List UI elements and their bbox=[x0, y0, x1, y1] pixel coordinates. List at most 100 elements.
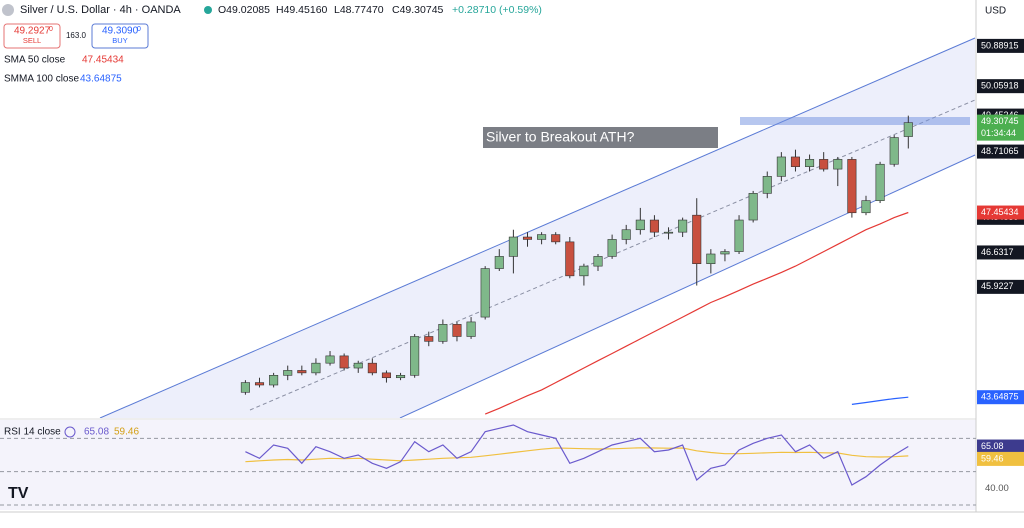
candle-body bbox=[748, 193, 758, 221]
rsi-pane bbox=[0, 420, 976, 510]
price-level-label: 50.88915 bbox=[981, 40, 1019, 50]
candle-body bbox=[790, 156, 800, 167]
candle-body bbox=[565, 241, 575, 277]
price-level-label: 48.71065 bbox=[981, 146, 1019, 156]
candle-body bbox=[551, 234, 561, 243]
status-dot bbox=[204, 6, 212, 14]
candle-body bbox=[311, 362, 321, 374]
rsi-ma-last-label: 59.46 bbox=[981, 453, 1004, 463]
legend-smma-value: 43.64875 bbox=[80, 74, 122, 85]
rsi-tick-label: 40.00 bbox=[985, 483, 1009, 494]
countdown: 01:34:44 bbox=[981, 128, 1016, 138]
candle-body bbox=[367, 362, 377, 374]
symbol: Silver / U.S. Dollar · 4h · OANDA bbox=[20, 4, 181, 16]
candle-body bbox=[579, 265, 589, 277]
buy-label: BUY bbox=[112, 36, 127, 45]
candle-body bbox=[776, 156, 786, 177]
spread: 163.0 bbox=[66, 31, 87, 40]
candle-body bbox=[452, 324, 462, 337]
price-level-label-box bbox=[977, 245, 1024, 260]
rsi-title: RSI 14 close bbox=[4, 427, 61, 438]
highlight-zone bbox=[740, 117, 970, 125]
candle-body bbox=[833, 159, 843, 170]
candle-body bbox=[494, 256, 504, 269]
logo: TV bbox=[8, 485, 29, 502]
ohlc-open: O49.02085 bbox=[218, 4, 270, 16]
grid bbox=[0, 437, 976, 506]
candle-body bbox=[649, 219, 659, 233]
price-level-label: 50.05918 bbox=[981, 81, 1019, 91]
candle-body bbox=[734, 219, 744, 252]
sell-label: SELL bbox=[23, 36, 41, 45]
candle-body bbox=[508, 236, 518, 257]
candle-body bbox=[607, 239, 617, 257]
indicator-line bbox=[851, 396, 909, 405]
rsi-icon bbox=[64, 426, 76, 438]
buy-button[interactable] bbox=[91, 23, 149, 49]
candle-body bbox=[903, 122, 913, 137]
candle-body bbox=[254, 382, 265, 386]
rsi-value-legend: 65.08 bbox=[84, 427, 109, 438]
candle-body bbox=[480, 268, 490, 318]
candle-body bbox=[805, 159, 815, 167]
candle-body bbox=[762, 176, 772, 194]
candle-body bbox=[537, 234, 547, 240]
buy-price: 49.3090 bbox=[102, 26, 139, 37]
price-level-label-box bbox=[977, 79, 1024, 94]
candle-body bbox=[847, 159, 857, 214]
legend-sma-value: 47.45434 bbox=[82, 55, 124, 66]
candle-body bbox=[466, 321, 476, 337]
channel-upper bbox=[99, 37, 976, 418]
series-last-label: 43.64875 bbox=[981, 392, 1019, 402]
price-level-label: 46.6317 bbox=[981, 247, 1014, 257]
candle-body bbox=[635, 219, 645, 231]
price-level-label-box bbox=[977, 279, 1024, 294]
candle-body bbox=[240, 382, 250, 393]
series-last-label-box bbox=[977, 205, 1024, 220]
legend-sma: SMA 50 close bbox=[4, 55, 66, 66]
candle-body bbox=[396, 375, 406, 379]
candle-body bbox=[381, 372, 391, 379]
candle-body bbox=[861, 200, 871, 214]
candle-body bbox=[889, 137, 899, 165]
candle-body bbox=[297, 370, 307, 374]
rsi-last-label: 65.08 bbox=[981, 441, 1004, 451]
legend-smma: SMMA 100 close bbox=[4, 74, 79, 85]
candle-body bbox=[339, 355, 349, 369]
candle-body bbox=[593, 256, 603, 267]
candle-body bbox=[621, 229, 631, 240]
annotation: Silver to Breakout ATH? bbox=[486, 129, 635, 145]
candle-body bbox=[283, 370, 293, 376]
ohlc-low: L48.77470 bbox=[334, 4, 384, 16]
price-level-label: 45.9227 bbox=[981, 281, 1014, 291]
candle-body bbox=[353, 362, 363, 369]
last-price-box bbox=[977, 114, 1024, 141]
ohlc-high: H49.45160 bbox=[276, 4, 328, 16]
symbol-icon bbox=[2, 4, 14, 16]
candle-body bbox=[522, 236, 533, 240]
candle-body bbox=[424, 336, 434, 342]
candle-body bbox=[664, 231, 674, 234]
series-last-label: 47.45434 bbox=[981, 207, 1019, 217]
rsi-line bbox=[245, 424, 909, 486]
rsi-ma-legend: 59.46 bbox=[114, 427, 139, 438]
candle-body bbox=[819, 159, 829, 170]
ohlc-change: +0.28710 (+0.59%) bbox=[452, 4, 542, 16]
currency: USD bbox=[985, 6, 1006, 17]
labels: 50.8891550.0591849.4524648.7106547.34539… bbox=[977, 38, 1024, 494]
annotation-box bbox=[483, 127, 718, 148]
candle-body bbox=[678, 219, 688, 233]
candle-body bbox=[875, 163, 885, 201]
rsi-last-label-box bbox=[977, 439, 1024, 454]
candle-body bbox=[692, 214, 702, 265]
last-price: 49.30745 bbox=[981, 116, 1019, 126]
ohlc-close: C49.30745 bbox=[392, 4, 444, 16]
buy-digit: 0 bbox=[137, 26, 141, 33]
candle-body bbox=[438, 324, 448, 342]
sell-price: 49.2927 bbox=[14, 26, 51, 37]
candle-body bbox=[269, 375, 279, 386]
rsi-ma-last-label-box bbox=[977, 451, 1024, 466]
price-level-label-box bbox=[977, 144, 1024, 159]
sell-button[interactable] bbox=[3, 23, 61, 49]
